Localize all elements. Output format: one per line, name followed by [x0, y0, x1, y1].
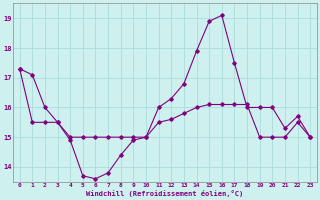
X-axis label: Windchill (Refroidissement éolien,°C): Windchill (Refroidissement éolien,°C) — [86, 190, 244, 197]
